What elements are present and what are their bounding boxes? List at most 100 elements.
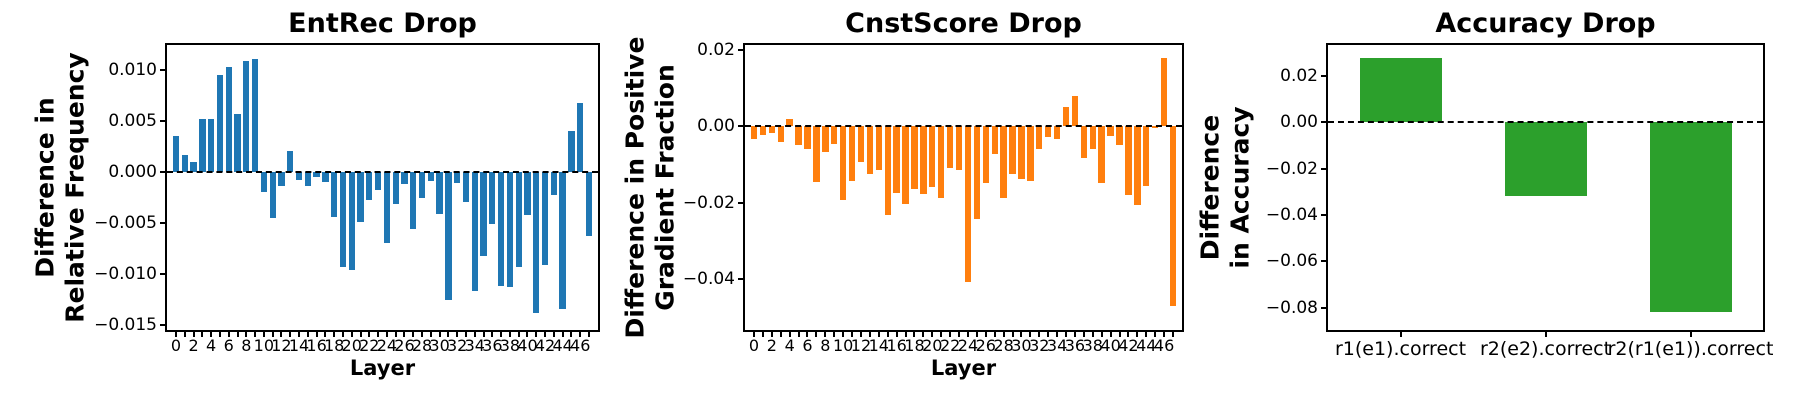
x-tick	[842, 332, 845, 337]
bar	[454, 171, 461, 183]
x-tick	[1118, 332, 1121, 337]
y-tick	[738, 48, 743, 51]
x-tick	[922, 332, 925, 337]
x-tick-label: 8	[820, 336, 831, 355]
y-tick	[1321, 260, 1326, 263]
x-tick-label: r2(r1(e1)).correct	[1607, 338, 1774, 360]
bar	[480, 171, 487, 257]
bar	[1000, 126, 1007, 199]
bar	[322, 171, 329, 182]
x-tick-label: 46	[1153, 336, 1175, 355]
bar	[295, 171, 303, 180]
bar	[506, 171, 514, 288]
y-tick	[738, 125, 743, 128]
x-tick	[931, 332, 934, 337]
bar	[1504, 122, 1587, 197]
x-tick-label: 22	[359, 336, 380, 355]
bar	[462, 171, 470, 203]
subplot-title: CnstScore Drop	[845, 8, 1082, 39]
x-tick	[324, 332, 327, 337]
x-tick	[859, 332, 862, 337]
x-tick-label: r1(e1).correct	[1334, 338, 1467, 360]
x-tick-label: 16	[886, 336, 907, 355]
x-tick	[254, 332, 257, 337]
x-tick-label: 42	[534, 336, 556, 355]
x-tick	[315, 332, 318, 337]
x-tick	[359, 332, 362, 337]
x-axis-label: Layer	[349, 356, 416, 380]
x-tick	[851, 332, 854, 337]
x-tick	[192, 332, 195, 337]
y-tick-label: −0.04	[1265, 204, 1318, 225]
x-tick-label: 0	[748, 336, 760, 355]
x-tick	[183, 332, 186, 337]
plot-frame	[743, 43, 1184, 332]
bar	[804, 126, 811, 150]
x-tick-label: 18	[904, 336, 925, 355]
bar	[304, 171, 311, 186]
bar	[1018, 126, 1025, 180]
x-tick-label: 24	[376, 336, 398, 355]
y-tick-label: 0.00	[697, 116, 735, 137]
x-tick-label: 34	[464, 336, 485, 355]
x-tick	[218, 332, 221, 337]
x-tick	[797, 332, 800, 337]
x-tick-label: 12	[850, 336, 872, 355]
x-tick	[271, 332, 274, 337]
x-tick	[385, 332, 388, 337]
x-tick	[1544, 332, 1547, 337]
bar	[568, 130, 575, 172]
x-tick	[350, 332, 353, 337]
bar	[1107, 126, 1114, 136]
bar	[515, 171, 522, 267]
x-tick-label: 44	[1136, 336, 1157, 355]
bar	[524, 171, 531, 215]
x-tick-label: 26	[394, 336, 415, 355]
x-tick	[779, 332, 782, 337]
bar	[795, 126, 802, 145]
x-tick	[262, 332, 265, 337]
x-tick-label: 46	[570, 336, 591, 355]
x-tick	[1011, 332, 1014, 337]
bar	[190, 162, 197, 172]
bar	[357, 171, 364, 222]
x-tick	[895, 332, 898, 337]
bar	[1359, 57, 1442, 123]
bar	[1044, 126, 1052, 138]
x-tick-label: 36	[482, 336, 503, 355]
bar	[884, 126, 891, 215]
y-tick-label: 0.02	[1280, 66, 1318, 87]
bar	[374, 171, 382, 191]
bar	[207, 118, 215, 172]
bar	[1036, 126, 1043, 150]
bar	[1649, 122, 1732, 313]
bar	[929, 126, 936, 188]
bar	[471, 171, 478, 292]
bar	[1053, 126, 1061, 139]
x-tick-label: 28	[411, 336, 433, 355]
x-tick	[552, 332, 555, 337]
bar	[260, 171, 268, 193]
bar	[1160, 57, 1168, 127]
bar	[541, 171, 549, 265]
x-tick	[245, 332, 248, 337]
bar	[199, 118, 206, 172]
x-tick	[1047, 332, 1050, 337]
bar	[313, 171, 320, 177]
x-tick	[508, 332, 511, 337]
bar	[1089, 126, 1096, 150]
bar	[750, 126, 758, 140]
x-tick	[868, 332, 871, 337]
x-tick-label: 20	[922, 336, 943, 355]
x-tick	[210, 332, 213, 337]
bar	[366, 171, 373, 201]
x-tick	[753, 332, 755, 337]
x-tick	[464, 332, 467, 337]
x-tick-label: 30	[1011, 336, 1032, 355]
x-tick	[1038, 332, 1041, 337]
x-tick	[306, 332, 309, 337]
bar	[875, 126, 882, 170]
y-tick-label: −0.02	[1265, 158, 1318, 179]
x-tick	[227, 332, 230, 337]
